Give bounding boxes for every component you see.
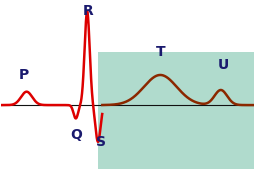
- Text: S: S: [96, 135, 106, 149]
- Text: R: R: [83, 4, 93, 18]
- Text: U: U: [217, 58, 228, 72]
- Text: P: P: [19, 68, 29, 82]
- Text: T: T: [155, 45, 164, 58]
- Text: Q: Q: [70, 128, 82, 142]
- Bar: [98, 52, 253, 169]
